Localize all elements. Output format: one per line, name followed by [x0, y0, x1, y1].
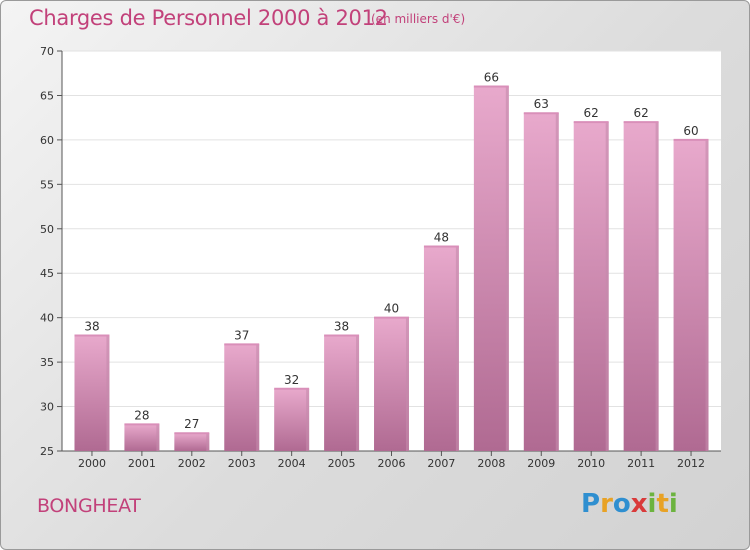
x-tick-label: 2011	[627, 457, 655, 470]
data-label: 48	[434, 231, 449, 245]
x-tick-label: 2000	[78, 457, 106, 470]
bar	[174, 433, 210, 451]
bar	[274, 388, 310, 451]
y-tick-label: 45	[40, 267, 54, 280]
data-label: 27	[184, 417, 199, 431]
y-tick-label: 25	[40, 445, 54, 458]
bar	[523, 113, 559, 451]
bar	[673, 139, 709, 451]
chart-title: Charges de Personnel 2000 à 2012	[29, 6, 388, 30]
x-tick-label: 2003	[228, 457, 256, 470]
bar-shade	[705, 139, 709, 451]
bar-shade	[405, 317, 409, 451]
data-label: 40	[384, 302, 399, 316]
bar-shade	[605, 122, 609, 451]
x-tick-label: 2004	[278, 457, 306, 470]
bar	[423, 246, 459, 451]
data-label: 32	[284, 373, 299, 387]
x-tick-label: 2005	[328, 457, 356, 470]
data-label: 62	[633, 106, 648, 120]
data-label: 28	[134, 408, 149, 422]
bar-shade	[455, 246, 459, 451]
x-tick-label: 2012	[677, 457, 705, 470]
chart-subtitle: (en milliers d'€)	[371, 12, 466, 26]
y-tick-label: 30	[40, 401, 54, 414]
data-label: 38	[334, 319, 349, 333]
bar-shade	[505, 86, 509, 452]
bar-shade	[356, 335, 360, 451]
y-tick-label: 55	[40, 178, 54, 191]
bar-shade	[555, 113, 559, 451]
bar	[374, 317, 409, 451]
x-tick-label: 2001	[128, 457, 156, 470]
y-tick-label: 40	[40, 312, 54, 325]
y-tick-label: 70	[40, 45, 54, 58]
bar	[74, 335, 110, 451]
x-tick-label: 2006	[378, 457, 406, 470]
bar	[324, 335, 360, 451]
y-tick-label: 65	[40, 89, 54, 102]
y-tick-label: 50	[40, 223, 54, 236]
bar-shade	[655, 122, 659, 451]
y-tick-label: 60	[40, 134, 54, 147]
bar-shade	[206, 433, 210, 451]
x-tick-label: 2008	[477, 457, 505, 470]
bar-shade	[106, 335, 110, 451]
x-tick-label: 2002	[178, 457, 206, 470]
data-label: 60	[683, 124, 698, 138]
data-label: 38	[84, 319, 99, 333]
data-label: 63	[534, 97, 549, 111]
x-tick-label: 2007	[427, 457, 455, 470]
y-tick-label: 35	[40, 356, 54, 369]
bar-shade	[256, 344, 260, 451]
data-label: 66	[484, 71, 499, 85]
bar	[623, 122, 659, 451]
bar	[573, 122, 609, 451]
x-tick-label: 2009	[527, 457, 555, 470]
bar-shade	[156, 424, 160, 451]
place-name: BONGHEAT	[37, 495, 141, 517]
bar	[124, 424, 160, 451]
bar	[224, 344, 260, 451]
data-label: 62	[584, 106, 599, 120]
data-label: 37	[234, 328, 249, 342]
x-tick-label: 2010	[577, 457, 605, 470]
bar	[473, 86, 509, 452]
proxiti-logo: Proxiti	[581, 489, 678, 519]
bar-shade	[306, 388, 310, 451]
